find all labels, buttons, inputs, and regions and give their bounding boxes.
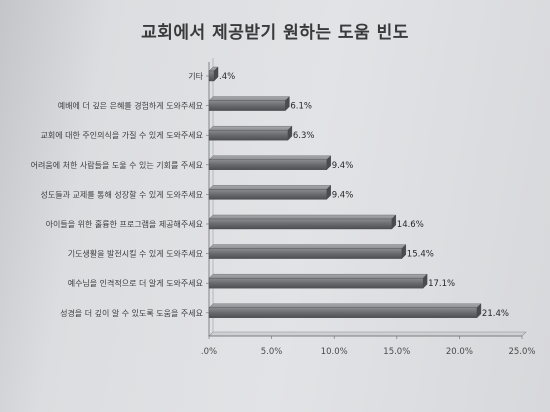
chart-title: 교회에서 제공받기 원하는 도움 빈도 <box>141 23 409 43</box>
data-label: 9.4% <box>332 161 354 171</box>
bar-top-face <box>208 185 332 190</box>
category-label: 성경을 더 깊이 알 수 있도록 도움을 주세요 <box>60 308 203 318</box>
data-label: 14.6% <box>397 220 424 230</box>
data-label: 6.1% <box>290 102 312 112</box>
category-label: 성도들과 교제를 통해 성장할 수 있게 도와주세요 <box>41 189 203 199</box>
data-label: .4% <box>219 72 235 82</box>
chart-labels: .0% 5.0% 10.0% 15.0% 20.0% 25.0% 기타 .4% 예배에 더 깊은… <box>31 72 536 357</box>
category-label: 어려움에 처한 사람들을 도울 수 있는 기회를 주세요 <box>31 160 203 170</box>
bar <box>208 129 289 141</box>
x-tick-label: 10.0% <box>321 347 348 357</box>
category-label: 예배에 더 깊은 은혜를 경험하게 도와주세요 <box>58 101 203 111</box>
data-label: 21.4% <box>482 309 509 319</box>
bar-top-face <box>208 125 293 131</box>
bar-top-face <box>208 155 332 161</box>
data-label: 17.1% <box>428 279 455 289</box>
category-label: 예수님을 인격적으로 더 알게 도와주세요 <box>68 278 203 288</box>
chart-floor <box>208 331 527 337</box>
bar <box>208 70 215 82</box>
bar-top-face <box>208 214 397 220</box>
bar-top-face <box>208 303 482 308</box>
bar-top-face <box>208 96 290 101</box>
x-tick-label: .0% <box>201 347 217 357</box>
bar <box>208 189 327 200</box>
bar <box>208 100 286 111</box>
chart-bars <box>208 66 482 319</box>
category-label: 기타 <box>188 72 203 81</box>
category-label: 교회에 대한 주인의식을 가질 수 있게 도와주세요 <box>41 130 203 140</box>
bar-top-face <box>208 274 428 279</box>
category-label: 기도생활을 발전시킬 수 있게 도와주세요 <box>68 249 203 259</box>
x-tick-label: 15.0% <box>383 347 410 357</box>
bar-top-face <box>208 244 407 249</box>
bar <box>208 159 327 171</box>
data-label: 6.3% <box>293 131 315 141</box>
category-label: 아이들을 위한 훌륭한 프로그램을 제공해주세요 <box>46 219 203 229</box>
bar <box>208 218 392 230</box>
x-tick-label: 25.0% <box>508 347 535 357</box>
x-tick-label: 5.0% <box>261 347 283 357</box>
x-tick-label: 20.0% <box>446 347 473 357</box>
bar <box>208 278 424 289</box>
bar <box>208 248 403 259</box>
data-label: 15.4% <box>407 250 434 260</box>
data-label: 9.4% <box>332 190 354 200</box>
bar <box>208 307 478 318</box>
